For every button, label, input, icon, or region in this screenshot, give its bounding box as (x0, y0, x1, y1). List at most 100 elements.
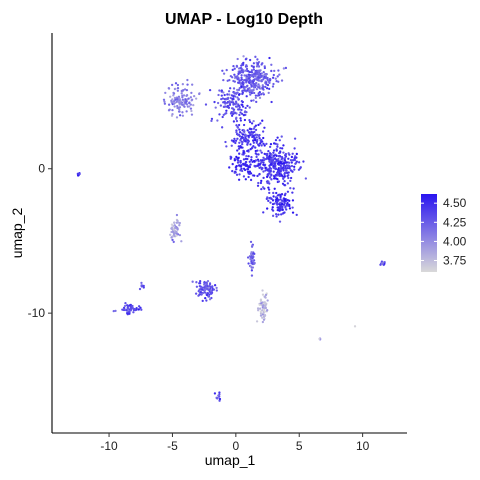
cell-point (272, 154, 276, 157)
cell-point (256, 174, 259, 178)
cell-point (290, 169, 293, 172)
cell-point (267, 186, 270, 189)
cell-point (270, 63, 273, 66)
cell-point (181, 111, 184, 114)
cell-point (246, 87, 250, 90)
cell-point (213, 392, 217, 395)
cell-point (203, 291, 207, 294)
colorbar-ticks: 4.50 4.25 4.00 3.75 (421, 196, 467, 268)
cell-point (238, 152, 241, 155)
cell-point (269, 142, 273, 146)
cell-point (176, 219, 179, 222)
cell-point (206, 292, 210, 295)
cell-point (242, 85, 245, 89)
cell-point (291, 211, 295, 214)
cell-point (250, 127, 253, 131)
cell-point (252, 75, 255, 78)
cell-point (249, 58, 252, 62)
cell-point (215, 289, 218, 292)
cell-point (247, 149, 250, 152)
cell-point (127, 311, 131, 314)
cell-point (208, 293, 211, 296)
cell-point (264, 296, 267, 299)
cell-point (256, 184, 260, 187)
cell-point (279, 164, 282, 167)
cell-point (236, 156, 240, 160)
cell-point (213, 100, 216, 104)
cell-point (238, 141, 241, 144)
cell-point (240, 108, 243, 112)
cell-point (274, 196, 278, 199)
cell-point (250, 274, 254, 277)
cell-point (210, 292, 213, 295)
cell-point (236, 126, 240, 129)
cell-point (285, 164, 289, 167)
cell-point (171, 112, 174, 116)
cell-point (290, 161, 293, 164)
cell-point (262, 176, 265, 180)
cell-point (186, 78, 189, 82)
cell-point (288, 167, 291, 170)
cell-point (279, 172, 282, 175)
cell-point (172, 94, 175, 97)
cell-point (239, 117, 242, 120)
cell-point (268, 176, 272, 179)
cell-point (237, 147, 241, 150)
cell-point (270, 173, 273, 176)
cell-point (187, 97, 190, 100)
cell-point (302, 160, 305, 163)
cell-point (198, 282, 201, 285)
cell-point (189, 107, 193, 110)
cell-point (253, 164, 256, 168)
cell-point (255, 71, 259, 74)
cell-point (244, 86, 247, 89)
cell-point (268, 169, 271, 173)
cell-point (228, 103, 232, 107)
cell-point (231, 169, 234, 173)
cell-point (261, 92, 265, 95)
cell-point (251, 132, 254, 135)
cell-point (263, 73, 266, 76)
cell-point (262, 311, 265, 315)
cell-point (240, 76, 243, 79)
cell-point (258, 94, 261, 97)
cell-point (270, 178, 273, 181)
cell-point (184, 98, 187, 101)
cell-point (257, 181, 260, 185)
cell-point (176, 89, 179, 92)
cell-point (277, 157, 280, 161)
cell-point (279, 168, 282, 171)
cell-point (257, 72, 260, 75)
cell-point (238, 113, 241, 116)
cell-point (239, 160, 242, 163)
cell-point (235, 129, 238, 132)
cell-point (171, 108, 174, 112)
cell-point (260, 187, 263, 191)
cell-point (284, 206, 287, 209)
cell-point (282, 67, 286, 70)
cell-point (255, 136, 258, 139)
cell-point (240, 167, 243, 170)
cell-point (221, 126, 224, 129)
cell-point (285, 208, 288, 211)
cell-point (236, 57, 239, 61)
cell-point (175, 213, 179, 217)
cell-point (175, 116, 179, 119)
cell-point (266, 152, 269, 156)
cell-point (138, 287, 142, 291)
cell-point (233, 159, 236, 162)
chart-title: UMAP - Log10 Depth (165, 11, 323, 28)
cell-point (291, 159, 295, 162)
cell-point (170, 226, 174, 229)
cell-point (267, 172, 271, 175)
cell-point (250, 155, 253, 159)
cell-point (262, 308, 265, 312)
cell-point (244, 163, 247, 166)
cell-point (214, 106, 217, 109)
cell-point (236, 96, 239, 99)
cell-point (184, 101, 187, 104)
cell-point (288, 207, 292, 210)
cell-point (266, 156, 269, 159)
cell-point (178, 114, 182, 117)
cell-point (204, 296, 207, 300)
